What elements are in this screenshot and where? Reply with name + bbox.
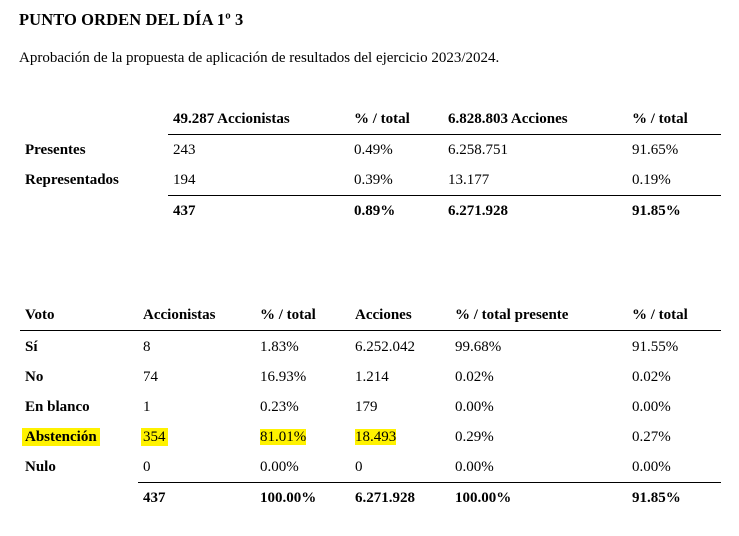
attendance-header-pct-shares: % / total	[632, 111, 688, 127]
attendance-header-pct-shareholders: % / total	[354, 111, 410, 127]
votes-cell-highlight: 81.01%	[260, 429, 307, 445]
votes-cell: 0.00%	[632, 399, 671, 415]
votes-cell: 18.493	[355, 428, 397, 446]
attendance-cell: 243	[173, 142, 196, 158]
attendance-row-label: Representados	[25, 172, 119, 188]
attendance-header-shareholders: 49.287 Accionistas	[173, 111, 290, 127]
votes-cell: 0.23%	[260, 399, 299, 415]
attendance-total-cell: 0.89%	[354, 203, 396, 219]
page-subtitle: Aprobación de la propuesta de aplicación…	[19, 50, 500, 66]
attendance-total-cell: 91.85%	[632, 203, 681, 219]
page-title: PUNTO ORDEN DEL DÍA 1º 3	[19, 10, 244, 29]
attendance-header-shares: 6.828.803 Acciones	[448, 111, 568, 127]
attendance-total-rule	[168, 195, 721, 196]
votes-cell: 0.27%	[632, 429, 671, 445]
votes-cell: 1	[143, 399, 151, 415]
votes-row-label: En blanco	[25, 399, 90, 415]
votes-total-cell: 6.271.928	[355, 490, 415, 506]
votes-total-cell: 437	[143, 490, 166, 506]
attendance-cell: 0.39%	[354, 172, 393, 188]
votes-cell: 16.93%	[260, 369, 307, 385]
votes-cell: 1.214	[355, 369, 389, 385]
votes-cell: 0.02%	[455, 369, 494, 385]
attendance-cell: 13.177	[448, 172, 490, 188]
votes-header-pct-present: % / total presente	[455, 307, 569, 323]
attendance-row-label: Presentes	[25, 142, 86, 158]
votes-row-label: No	[25, 369, 44, 385]
votes-row-label: Nulo	[25, 459, 56, 475]
votes-cell: 81.01%	[260, 428, 307, 446]
attendance-header-rule	[168, 134, 721, 135]
votes-header-pct-total-shares: % / total	[632, 307, 688, 323]
attendance-total-cell: 6.271.928	[448, 203, 508, 219]
votes-cell: 1.83%	[260, 339, 299, 355]
attendance-cell: 194	[173, 172, 196, 188]
votes-row-label: Abstención	[22, 428, 100, 446]
votes-cell: 0.02%	[632, 369, 671, 385]
votes-row-label: Sí	[25, 339, 38, 355]
votes-cell: 0	[143, 459, 151, 475]
votes-cell: 0.00%	[632, 459, 671, 475]
attendance-cell: 6.258.751	[448, 142, 508, 158]
votes-header-pct-total: % / total	[260, 307, 316, 323]
attendance-cell: 0.49%	[354, 142, 393, 158]
votes-header-shareholders: Accionistas	[143, 307, 216, 323]
votes-total-rule	[138, 482, 721, 483]
votes-total-cell: 100.00%	[455, 490, 512, 506]
votes-cell: 6.252.042	[355, 339, 415, 355]
attendance-cell: 91.65%	[632, 142, 679, 158]
votes-cell: 0.00%	[260, 459, 299, 475]
attendance-cell: 0.19%	[632, 172, 671, 188]
votes-cell: 0.29%	[455, 429, 494, 445]
votes-cell: 8	[143, 339, 151, 355]
votes-cell: 0.00%	[455, 399, 494, 415]
votes-cell: 0.00%	[455, 459, 494, 475]
votes-cell: 0	[355, 459, 363, 475]
votes-cell: 99.68%	[455, 339, 502, 355]
votes-header-shares: Acciones	[355, 307, 412, 323]
votes-cell: 179	[355, 399, 378, 415]
votes-header-rule	[20, 330, 721, 331]
votes-header-vote: Voto	[25, 307, 55, 323]
votes-cell-highlight: 18.493	[355, 429, 397, 445]
votes-cell: 91.55%	[632, 339, 679, 355]
votes-cell: 354	[141, 428, 168, 446]
votes-total-cell: 91.85%	[632, 490, 681, 506]
votes-cell: 74	[143, 369, 158, 385]
attendance-total-cell: 437	[173, 203, 196, 219]
votes-total-cell: 100.00%	[260, 490, 317, 506]
